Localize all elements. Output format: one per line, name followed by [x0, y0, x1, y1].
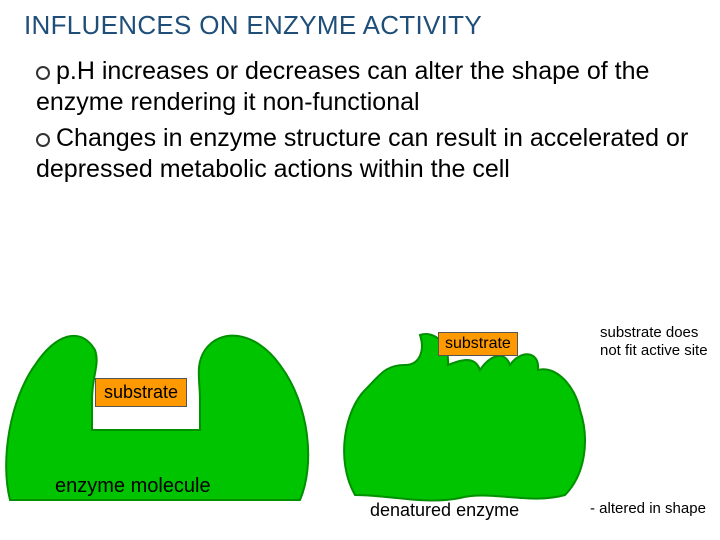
substrate-box-left: substrate — [95, 378, 187, 407]
page-title: INFLUENCES ON ENZYME ACTIVITY — [24, 10, 482, 41]
denatured-enzyme-label: denatured enzyme — [370, 500, 519, 521]
bullet-marker-icon — [36, 66, 50, 80]
bullet-text: p.H increases or decreases can alter the… — [36, 57, 649, 116]
substrate-box-right: substrate — [438, 332, 518, 356]
enzyme-molecule-label: enzyme molecule — [55, 475, 211, 498]
enzyme-denatured-path — [344, 334, 585, 500]
side-note-bottom: - altered in shape — [590, 500, 706, 517]
bullet-item: Changes in enzyme structure can result i… — [36, 123, 696, 186]
bullet-item: p.H increases or decreases can alter the… — [36, 56, 696, 119]
bullet-text: Changes in enzyme structure can result i… — [36, 124, 688, 183]
enzyme-diagram: substrate enzyme molecule substrate dena… — [0, 300, 720, 540]
bullet-list: p.H increases or decreases can alter the… — [36, 56, 696, 189]
bullet-marker-icon — [36, 133, 50, 147]
side-note-top: substrate does not fit active site — [600, 324, 710, 360]
